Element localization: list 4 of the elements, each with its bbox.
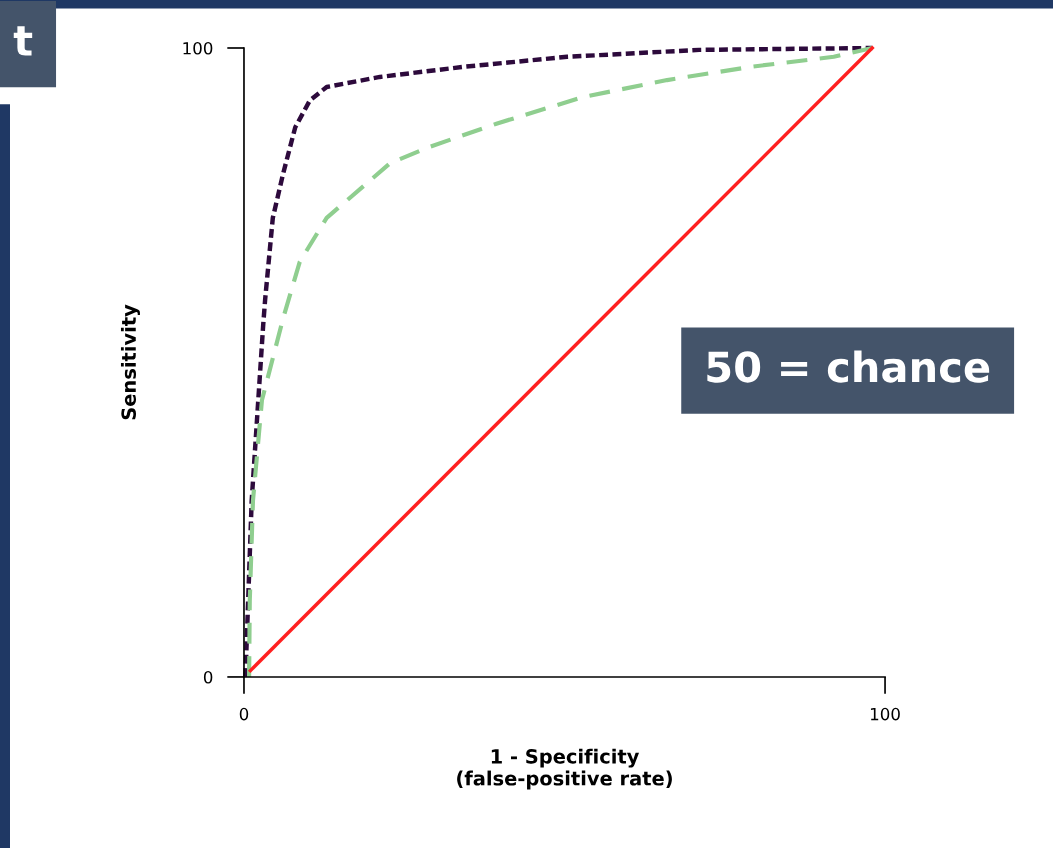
x-axis-title: 1 - Specificity (false-positive rate) <box>457 748 672 790</box>
text: t <box>13 26 33 56</box>
y-axis-title: Sensitivity <box>120 304 140 420</box>
annotation: 50 = chance <box>707 350 990 383</box>
